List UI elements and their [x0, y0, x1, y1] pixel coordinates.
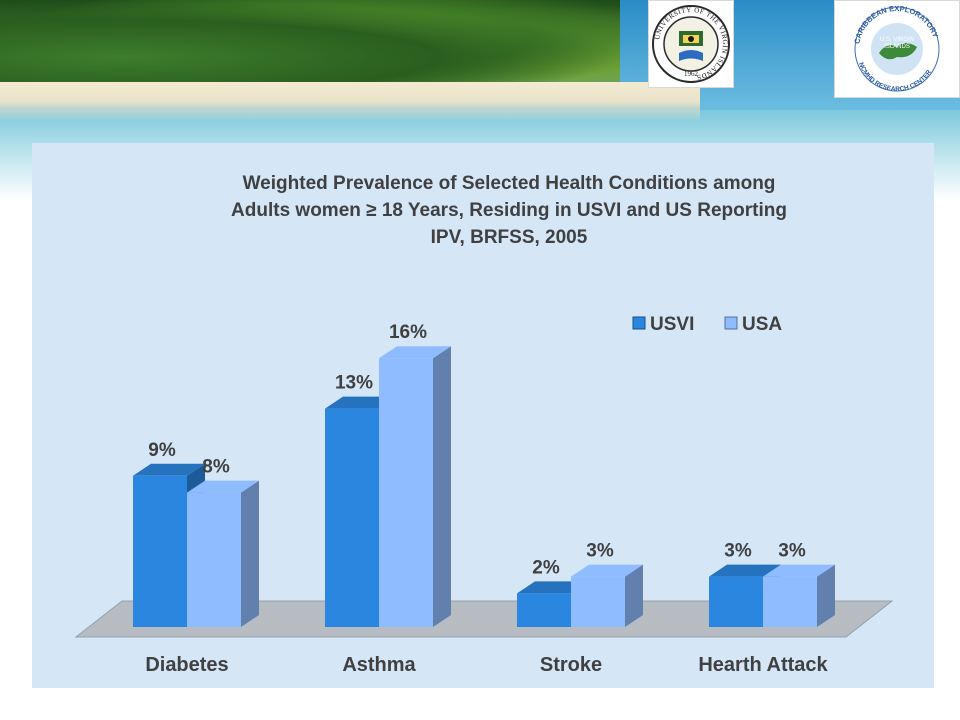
- bar-front-face: [187, 492, 241, 627]
- data-label: 9%: [148, 440, 176, 461]
- bar-top-face: [187, 480, 259, 493]
- category-label: Hearth Attack: [698, 654, 828, 676]
- bar-top-face: [379, 346, 451, 359]
- research-center-logo: CARIBBEAN EXPLORATORY NCMHD RESEARCH CEN…: [834, 0, 960, 98]
- bar-front-face: [379, 358, 433, 627]
- bar-side-face: [625, 564, 643, 627]
- chart-panel: Weighted Prevalence of Selected Health C…: [32, 143, 934, 688]
- chart-title-line-3: IPV, BRFSS, 2005: [431, 227, 588, 248]
- legend-swatch-usa: [724, 316, 738, 330]
- bar-side-face: [817, 564, 835, 627]
- chart-floor: [74, 600, 894, 638]
- bar-hearth-attack-usa: [763, 564, 835, 627]
- bar-front-face: [571, 576, 625, 627]
- legend-label-usvi: USVI: [650, 314, 694, 335]
- university-seal-year: 1962: [684, 70, 699, 78]
- legend: USVI USA: [632, 314, 782, 335]
- palm-trees-image: [0, 0, 620, 95]
- legend-label-usa: USA: [742, 314, 782, 335]
- data-label: 2%: [532, 557, 560, 578]
- data-label: 8%: [202, 457, 230, 478]
- data-label: 3%: [724, 541, 752, 562]
- category-label: Diabetes: [145, 654, 228, 676]
- bar-top-face: [763, 564, 835, 577]
- data-label: 13%: [335, 373, 373, 394]
- bar-side-face: [241, 480, 259, 627]
- research-center-center-text-2: ISLANDS: [884, 44, 910, 50]
- bar-diabetes-usa: [187, 480, 259, 627]
- bar-top-face: [133, 463, 205, 476]
- bars-group: 9% 8% Diabetes 13% 16% Asthma 2% 3% Stroke 3% 3% He…: [133, 322, 835, 676]
- chart-title: Weighted Prevalence of Selected Health C…: [231, 173, 787, 248]
- bar-side-face: [433, 346, 451, 627]
- bar-chart: Weighted Prevalence of Selected Health C…: [74, 173, 894, 676]
- bar-stroke-usa: [571, 564, 643, 627]
- data-label: 3%: [586, 541, 614, 562]
- bar-top-face: [709, 564, 781, 577]
- beach-sand-image: [0, 82, 700, 122]
- bar-front-face: [133, 475, 187, 627]
- bar-top-face: [571, 564, 643, 577]
- data-label: 3%: [778, 541, 806, 562]
- chart-title-line-1: Weighted Prevalence of Selected Health C…: [243, 173, 776, 194]
- data-label: 16%: [389, 322, 427, 343]
- category-label: Asthma: [342, 654, 416, 676]
- university-seal-logo: UNIVERSITY OF THE VIRGIN ISLANDS 1962: [648, 0, 734, 88]
- bar-front-face: [709, 576, 763, 627]
- bar-front-face: [763, 576, 817, 627]
- category-label: Stroke: [540, 654, 602, 676]
- chart-title-line-2: Adults women ≥ 18 Years, Residing in USV…: [231, 200, 787, 221]
- research-center-center-text-1: U.S. VIRGIN: [880, 37, 914, 43]
- bar-asthma-usa: [379, 346, 451, 627]
- legend-swatch-usvi: [632, 316, 646, 330]
- bar-front-face: [325, 408, 379, 627]
- bar-front-face: [517, 593, 571, 627]
